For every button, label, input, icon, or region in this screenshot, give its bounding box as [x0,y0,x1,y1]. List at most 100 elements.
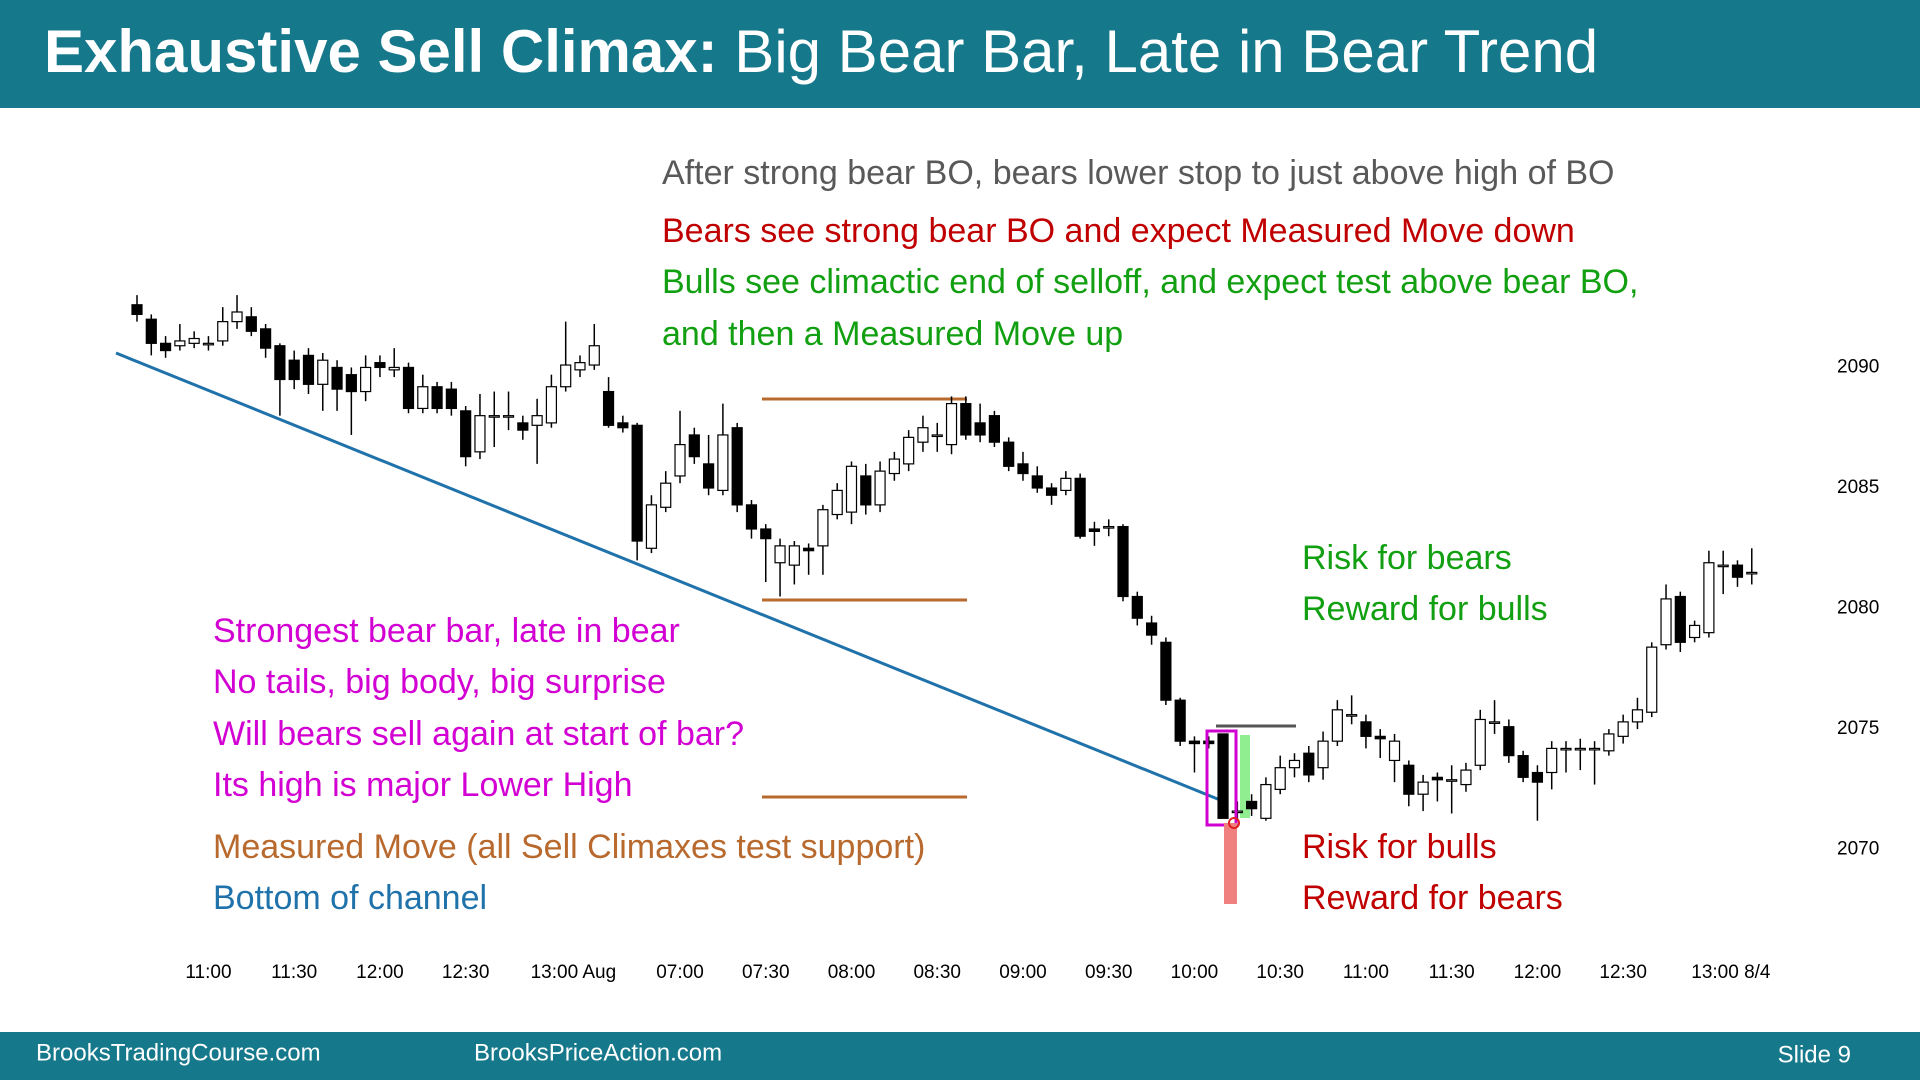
candle-body [1431,776,1443,781]
title-rest: Big Bear Bar, Late in Bear Trend [734,18,1598,85]
candle-body [545,386,558,424]
candle-body [617,422,629,429]
candle-body [1460,769,1472,786]
candle-body [831,489,843,516]
candle-body [1403,764,1415,795]
candle-body [717,434,729,492]
candle-body [803,547,815,552]
candle-body [1260,783,1272,819]
candle-body [1188,740,1201,745]
candle-body [1331,709,1343,742]
annotation: Measured Move (all Sell Climaxes test su… [213,828,925,866]
x-tick-label: 11:30 [271,962,317,983]
x-tick-label: 13:00 Aug [531,962,617,983]
annotations: After strong bear BO, bears lower stop t… [213,154,1638,917]
candle-body [1060,477,1072,492]
candle-body [1574,747,1586,751]
header-band [0,0,1920,108]
x-tick-label: 12:30 [1599,962,1647,983]
candle-body [402,366,415,410]
candle-body [845,465,858,513]
candle-body [560,364,572,388]
candle-body [331,366,343,390]
candle-body [517,422,529,431]
candle-body [917,427,929,443]
x-tick-label: 10:00 [1171,962,1219,983]
candle-body [460,410,472,458]
candle-body [1045,487,1058,496]
candle-body [817,509,829,547]
y-tick-label: 2080 [1837,598,1879,619]
annotation: Will bears sell again at start of bar? [213,715,744,753]
y-tick-label: 2090 [1837,356,1879,377]
candle-body [145,318,157,344]
x-tick-label: 08:00 [828,962,876,983]
candle-body [888,458,900,475]
candle-body [131,304,143,315]
candle-body [217,321,229,342]
candle-body [1603,733,1615,752]
candle-body [1560,747,1572,751]
slide-title: Exhaustive Sell Climax: Big Bear Bar, La… [44,18,1598,85]
candle-body [1731,564,1744,578]
candle-body [602,390,615,426]
candle-body [1274,767,1286,790]
candle-body [1246,800,1258,810]
candle-body [945,403,958,446]
annotation: After strong bear BO, bears lower stop t… [662,154,1615,192]
annotation: Risk for bulls [1302,828,1497,866]
candle-body [1588,747,1601,751]
candle-body [1131,595,1143,619]
candle-body [1617,721,1629,737]
candle-body [245,316,257,332]
candle-body [731,427,743,506]
candle-body [1374,735,1386,740]
title-bold: Exhaustive Sell Climax: [44,18,718,85]
footer-left: BrooksTradingCourse.com [36,1039,321,1066]
candle-body [1103,525,1115,529]
candle-body [302,354,315,385]
candle-body [1174,699,1186,742]
candle-body [388,366,400,371]
candle-body [1003,441,1015,467]
candle-body [588,345,600,366]
candle-body [1546,747,1558,774]
candle-body [202,342,215,346]
annotation: and then a Measured Move up [662,315,1123,353]
y-tick-label: 2075 [1837,718,1879,739]
candle-body [1217,733,1229,819]
candle-body [645,504,658,549]
candle-body [1503,726,1515,757]
candle-body [1417,781,1429,795]
candle-body [1160,641,1172,701]
candle-body [488,415,500,418]
candle-body [1631,709,1644,723]
x-tick-label: 11:00 [1343,962,1389,983]
candle-body [1017,463,1029,475]
candle-body [1517,755,1529,778]
candle-body [960,403,972,436]
candle-body [531,415,543,426]
candle-body [660,482,672,508]
x-tick-label: 09:30 [1085,962,1133,983]
candle-body [1646,646,1658,713]
candle-body [1388,740,1401,762]
candle-body [1317,740,1329,769]
candle-body [788,545,800,566]
annotation: Bottom of channel [213,879,487,917]
candle-body [431,386,443,410]
x-tick-label: 10:30 [1256,962,1304,983]
candle-body [288,359,300,381]
candle-body [1689,624,1701,639]
x-tick-label: 09:00 [999,962,1047,983]
candle-body [1074,477,1086,537]
candle-body [502,415,515,418]
candle-body [1203,740,1215,745]
candle-body [874,470,886,506]
candle-body [445,388,457,410]
candle-body [1531,771,1544,783]
x-tick-label: 08:30 [913,962,961,983]
candle-body [688,434,700,458]
candle-body [345,374,357,393]
